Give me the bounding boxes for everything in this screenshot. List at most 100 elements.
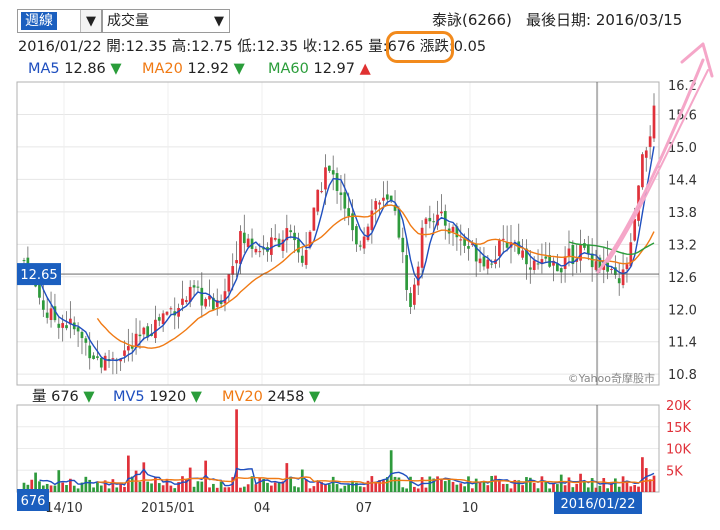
candle-body [498,240,501,257]
volume-bar [219,481,223,492]
volume-bar [351,480,354,492]
volume-bar [355,482,358,492]
volume-bar [246,484,250,492]
candle-body [617,278,621,284]
volume-bar [490,475,494,492]
volume-bar [474,478,478,492]
volume-bar [447,479,451,492]
candle-body [22,260,26,262]
candle-body [509,242,513,248]
candle-body [80,331,84,339]
candle-body [579,245,582,261]
ohlc-close: 收:12.65 [302,39,364,55]
candle-body [49,308,53,320]
period-select[interactable]: 週線 ▼ [17,9,102,33]
volume-bar [320,482,323,492]
volume-bar [420,477,424,492]
volume-bar [637,486,640,492]
date-cursor-label: 2016/01/22 [561,497,636,512]
volume-bar [165,478,169,492]
pink-arrow-shaft [596,58,705,274]
candle-body [424,218,428,224]
mv20-line [97,476,655,485]
volume-cursor-label: 676 [21,494,46,509]
candle-body [413,284,416,305]
volume-bar [254,484,258,492]
candle-body [525,248,528,265]
volume-bar [188,467,192,492]
volume-bar [424,487,428,492]
volume-bar [586,487,590,492]
volume-bar [358,486,362,492]
volume-bar [563,485,567,492]
volume-bar [556,484,559,492]
candlesticks [22,93,656,375]
volume-bar [536,488,540,492]
price-tick-label: 11.4 [668,336,697,351]
price-tick-label: 15.6 [668,108,697,123]
volume-bar [181,476,184,492]
candle-body [134,333,138,348]
volume-bar [544,481,548,492]
candle-body [355,226,358,245]
volume-bar [339,488,343,492]
candle-body [556,263,559,272]
chevron-down-icon[interactable]: ▼ [80,10,101,32]
candle-body [594,261,598,270]
volume-bar [467,476,470,492]
candle-body [544,256,548,259]
candle-body [92,355,95,360]
candle-body [235,260,238,264]
volume-bar [401,487,405,492]
candle-body [586,244,590,255]
volume-bar [382,479,385,492]
volume-bar [115,487,119,492]
volume-bar [463,486,466,492]
candle-body [385,194,389,200]
moving-average-lines [38,146,655,362]
candle-body [552,260,555,266]
candle-body [157,317,161,321]
candle-body [482,256,486,267]
candle-body [289,230,293,233]
volume-bar [312,486,316,492]
volume-bar [579,473,582,492]
chevron-down-icon[interactable]: ▼ [209,10,229,32]
volume-bar [440,478,443,492]
volume-bar [138,481,142,492]
indicator-select[interactable]: 成交量 ▼ [102,9,230,33]
candle-body [316,189,320,212]
volume-bar [397,477,401,492]
ma20-line [96,204,655,349]
volume-bar [343,485,347,492]
candle-body [119,359,122,362]
ohlc-open: 開:12.35 [106,39,168,55]
candle-body [61,323,65,328]
candle-body [246,238,250,248]
ma60-legend: MA60 12.97 ▲ [268,60,371,78]
volume-bar [223,487,227,492]
candle-body [440,211,443,214]
candle-body [393,205,397,211]
volume-bar [200,481,204,492]
vol-label: 量 [32,389,47,405]
candle-body [215,300,219,307]
volume-bar [26,484,30,492]
volume-bar [610,481,613,492]
candle-body [366,226,370,241]
candle-body [463,238,466,246]
candle-body [455,226,459,238]
candle-body [343,192,347,209]
volume-bar [127,455,130,492]
volume-bar [154,476,157,492]
candle-body [281,239,285,251]
candle-body [540,259,544,265]
ohlc-high: 高:12.75 [171,39,233,55]
candle-body [99,358,103,368]
mv20-legend: MV20 2458 ▼ [222,388,320,406]
volume-bar [482,481,486,492]
candle-body [443,211,447,226]
price-tick-label: 12.6 [668,271,697,286]
candle-body [351,213,354,231]
